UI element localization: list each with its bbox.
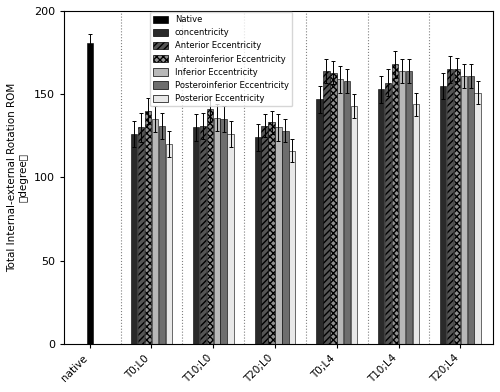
Bar [316, 99, 322, 344]
Bar [200, 126, 206, 344]
Bar [262, 126, 268, 344]
Bar [344, 81, 350, 344]
Bar [440, 86, 446, 344]
Bar [337, 79, 344, 344]
Bar [145, 111, 151, 344]
Bar [399, 71, 405, 344]
Bar [385, 83, 392, 344]
Bar [220, 119, 227, 344]
Bar [447, 69, 453, 344]
Bar [282, 131, 288, 344]
Bar [131, 134, 138, 344]
Bar [228, 134, 234, 344]
Bar [289, 151, 296, 344]
Bar [166, 144, 172, 344]
Bar [460, 76, 467, 344]
Bar [330, 73, 336, 344]
Bar [378, 89, 384, 344]
Bar [324, 71, 330, 344]
Bar [412, 104, 419, 344]
Bar [86, 43, 93, 344]
Bar [193, 127, 199, 344]
Bar [351, 106, 357, 344]
Bar [138, 127, 144, 344]
Bar [276, 127, 281, 344]
Bar [206, 109, 213, 344]
Bar [254, 138, 261, 344]
Y-axis label: Total Internal-external Rotation ROM
（degree）: Total Internal-external Rotation ROM （de… [7, 83, 28, 272]
Bar [406, 71, 412, 344]
Bar [214, 118, 220, 344]
Bar [392, 64, 398, 344]
Bar [454, 69, 460, 344]
Bar [158, 126, 165, 344]
Bar [268, 122, 274, 344]
Legend: Native, concentricity, Anterior Eccentricity, Anteroinferior Eccentricity, Infer: Native, concentricity, Anterior Eccentri… [150, 12, 292, 107]
Bar [468, 76, 474, 344]
Bar [152, 119, 158, 344]
Bar [474, 93, 481, 344]
